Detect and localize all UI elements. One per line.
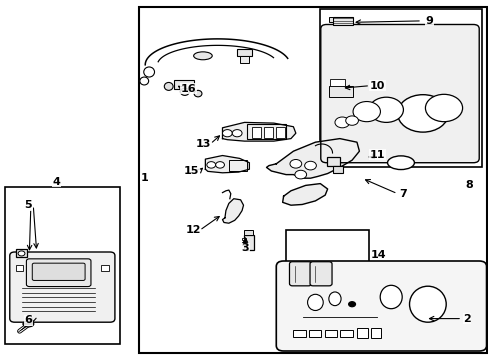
Bar — [243, 235, 254, 250]
Text: 1: 1 — [140, 173, 148, 183]
Bar — [370, 328, 381, 338]
Circle shape — [425, 94, 462, 122]
Circle shape — [345, 116, 358, 125]
Bar — [329, 79, 344, 86]
Bar — [332, 166, 343, 173]
Circle shape — [368, 97, 403, 122]
Bar — [276, 127, 285, 138]
Polygon shape — [266, 139, 359, 178]
Circle shape — [206, 162, 215, 168]
Text: 13: 13 — [195, 139, 210, 149]
Bar — [5, 187, 120, 344]
FancyBboxPatch shape — [32, 263, 85, 280]
Text: 3: 3 — [241, 243, 249, 253]
Ellipse shape — [328, 292, 341, 306]
Circle shape — [215, 162, 224, 168]
Circle shape — [397, 95, 447, 132]
Text: 8: 8 — [465, 180, 472, 190]
Bar — [356, 328, 367, 338]
Ellipse shape — [386, 156, 413, 170]
Bar — [173, 80, 194, 89]
FancyBboxPatch shape — [26, 259, 91, 287]
Polygon shape — [222, 199, 243, 223]
Bar — [264, 127, 272, 138]
Bar — [246, 124, 285, 139]
Polygon shape — [205, 156, 249, 173]
Bar — [239, 56, 249, 63]
Bar — [326, 157, 340, 166]
Bar — [237, 49, 251, 56]
Bar — [251, 127, 260, 138]
Ellipse shape — [143, 67, 154, 77]
Text: 11: 11 — [369, 150, 385, 160]
Bar — [324, 330, 336, 337]
Ellipse shape — [164, 82, 173, 90]
Text: 2: 2 — [462, 314, 470, 324]
Bar — [241, 238, 246, 240]
Ellipse shape — [194, 90, 202, 97]
Ellipse shape — [140, 77, 148, 85]
Bar — [244, 230, 253, 235]
Ellipse shape — [23, 321, 34, 327]
Bar — [16, 265, 23, 271]
Bar — [340, 330, 352, 337]
Text: 15: 15 — [183, 166, 199, 176]
Text: 12: 12 — [185, 225, 201, 235]
Bar — [333, 17, 352, 25]
Bar — [241, 242, 246, 245]
Circle shape — [334, 117, 349, 128]
Circle shape — [289, 159, 301, 168]
Circle shape — [348, 302, 355, 307]
Text: 6: 6 — [24, 315, 32, 325]
Text: 9: 9 — [425, 16, 432, 26]
Bar — [320, 9, 481, 167]
Text: 7: 7 — [399, 189, 407, 199]
Bar — [285, 230, 368, 290]
Circle shape — [222, 130, 232, 137]
Ellipse shape — [307, 294, 323, 310]
Circle shape — [352, 102, 380, 122]
Ellipse shape — [180, 88, 189, 95]
FancyBboxPatch shape — [276, 261, 486, 351]
Text: 5: 5 — [24, 200, 32, 210]
Bar — [328, 17, 333, 22]
FancyBboxPatch shape — [289, 262, 311, 286]
Bar — [139, 7, 486, 353]
Bar — [293, 330, 305, 337]
Text: 4: 4 — [52, 177, 60, 187]
Ellipse shape — [193, 52, 212, 60]
Ellipse shape — [409, 286, 445, 322]
Circle shape — [294, 170, 306, 179]
Bar — [228, 160, 247, 171]
Polygon shape — [282, 184, 327, 205]
Bar — [328, 86, 352, 97]
Bar — [16, 249, 27, 257]
Circle shape — [232, 130, 242, 137]
Bar — [308, 330, 321, 337]
Text: 10: 10 — [369, 81, 385, 91]
Circle shape — [304, 161, 316, 170]
FancyBboxPatch shape — [320, 24, 478, 163]
Ellipse shape — [380, 285, 401, 309]
Bar — [101, 265, 109, 271]
Polygon shape — [222, 122, 295, 141]
Text: 16: 16 — [181, 84, 196, 94]
FancyBboxPatch shape — [309, 262, 331, 286]
Circle shape — [18, 251, 25, 256]
FancyBboxPatch shape — [10, 252, 115, 322]
Text: 14: 14 — [370, 250, 386, 260]
